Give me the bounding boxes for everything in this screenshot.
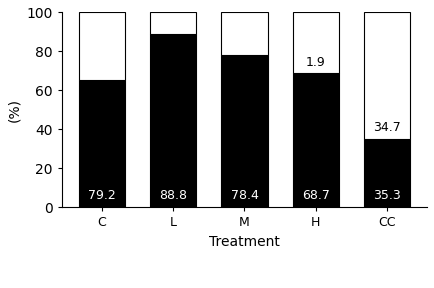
Bar	[293, 73, 339, 207]
Bar	[79, 12, 125, 80]
Text: 88.8: 88.8	[159, 190, 187, 202]
Bar	[221, 12, 268, 54]
Text: 68.7: 68.7	[302, 190, 330, 202]
Bar	[221, 54, 268, 207]
Text: 79.2: 79.2	[88, 190, 115, 202]
Bar	[150, 34, 196, 207]
Text: 78.4: 78.4	[230, 190, 258, 202]
X-axis label: Treatment: Treatment	[209, 235, 280, 249]
Bar	[293, 12, 339, 73]
Bar	[150, 12, 196, 34]
Text: 1.9: 1.9	[306, 56, 326, 69]
Y-axis label: (%): (%)	[7, 98, 21, 122]
Text: 35.3: 35.3	[373, 190, 401, 202]
Bar	[364, 12, 411, 139]
Bar	[79, 80, 125, 207]
Text: 34.7: 34.7	[373, 121, 401, 134]
Bar	[364, 139, 411, 207]
